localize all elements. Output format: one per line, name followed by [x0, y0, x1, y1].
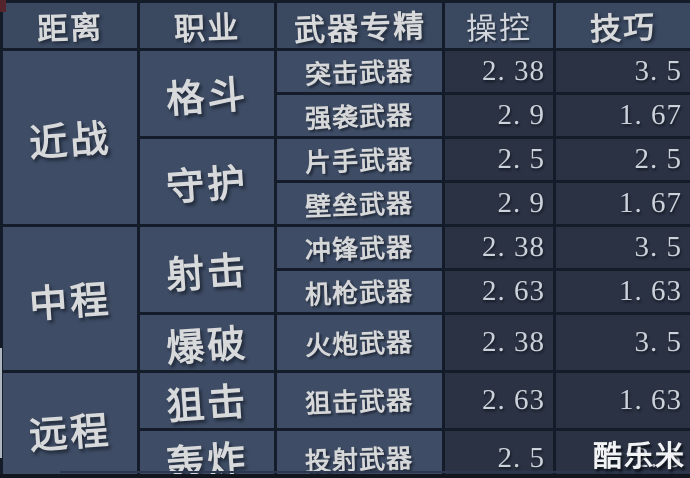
weapon-cell: 强袭武器: [274, 92, 445, 139]
distance-group-label: 远程: [27, 410, 113, 458]
skill-value-cell: 3. 5: [553, 312, 690, 373]
col-header-weapon-label: 武器专精: [293, 8, 427, 49]
control-value-cell: 2. 63: [442, 268, 556, 315]
corner-red-artifact: [0, 0, 6, 12]
skill-value-cell: 3. 5: [553, 48, 690, 95]
col-header-weapon: 武器专精: [274, 0, 445, 51]
control-value-cell: 2. 38: [442, 312, 556, 373]
class-group-snipe: 狙击: [137, 370, 277, 431]
weapon-cell: 投射武器: [274, 428, 445, 478]
class-group-label: 守护: [164, 162, 250, 210]
control-value-cell: 2. 5: [442, 136, 556, 183]
col-header-distance-label: 距离: [36, 9, 104, 48]
col-header-class-label: 职业: [173, 9, 241, 48]
left-edge-line-artifact: [0, 348, 2, 458]
weapon-label: 突击武器: [305, 56, 415, 90]
weapon-cell: 突击武器: [274, 48, 445, 95]
weapon-label: 强袭武器: [305, 100, 415, 134]
col-header-class: 职业: [137, 0, 277, 51]
class-group-bomb: 轰炸: [137, 428, 277, 478]
weapon-label: 片手武器: [305, 144, 415, 178]
table-row: 远程 狙击 狙击武器 2. 63 1. 63: [0, 370, 690, 478]
control-value-cell: 2. 63: [442, 370, 556, 431]
weapon-cell: 冲锋武器: [274, 224, 445, 271]
control-value-cell: 2. 9: [442, 180, 556, 227]
table-row: 爆破 火炮武器 2. 38 3. 5: [2, 312, 690, 373]
table-row: 机枪武器 2. 63 1. 63: [2, 268, 690, 315]
skill-value-cell: 2. 5: [553, 428, 690, 478]
site-watermark: 酷乐米: [592, 441, 686, 473]
class-group-blast: 爆破: [137, 312, 277, 373]
col-header-control-label: 操控: [465, 10, 533, 47]
skill-value-cell: 1. 63: [553, 268, 690, 315]
header-row: 距离 职业 武器专精 操控 技巧: [0, 0, 690, 51]
weapon-label: 机枪武器: [305, 276, 415, 310]
skill-value-cell: 1. 67: [553, 180, 690, 227]
table-row: 强袭武器 2. 9 1. 67: [2, 92, 690, 139]
skill-value-cell: 3. 5: [553, 224, 690, 271]
weapon-label: 冲锋武器: [305, 232, 415, 266]
distance-group-label: 中程: [27, 279, 113, 327]
class-group-label: 爆破: [164, 323, 250, 371]
col-header-control: 操控: [442, 0, 556, 51]
control-value-cell: 2. 38: [442, 48, 556, 95]
control-value-cell: 2. 5: [442, 428, 556, 478]
distance-group-label: 近战: [27, 118, 113, 166]
class-group-label: 格斗: [164, 74, 250, 122]
class-group-label: 射击: [164, 250, 250, 298]
table-row: 守护 片手武器 2. 5 2. 5: [2, 136, 690, 227]
weapon-label: 狙击武器: [305, 385, 415, 419]
col-header-skill-label: 技巧: [589, 9, 657, 48]
class-group-fight: 格斗: [137, 48, 277, 139]
weapon-cell: 火炮武器: [274, 312, 445, 373]
weapon-label: 火炮武器: [305, 327, 415, 361]
col-header-distance: 距离: [0, 0, 140, 51]
control-value-cell: 2. 9: [442, 92, 556, 139]
weapon-cell: 壁垒武器: [274, 180, 445, 227]
class-group-label: 狙击: [164, 381, 250, 429]
distance-group-mid: 中程: [0, 224, 140, 373]
bottom-divider-line: [60, 471, 690, 473]
table-row: 近战 格斗 突击武器 2. 38 3. 5: [0, 48, 690, 227]
skill-value-cell: 1. 63: [553, 370, 690, 431]
distance-group-melee: 近战: [0, 48, 140, 227]
skill-value-cell: 1. 67: [553, 92, 690, 139]
skill-value-cell: 2. 5: [553, 136, 690, 183]
control-value-cell: 2. 38: [442, 224, 556, 271]
bottom-edge-strip: [0, 474, 690, 478]
col-header-skill: 技巧: [553, 0, 690, 51]
weapon-cell: 狙击武器: [274, 370, 445, 431]
table-row: 轰炸 投射武器 2. 5 2. 5: [2, 428, 690, 478]
weapon-label: 壁垒武器: [305, 188, 415, 222]
class-group-shoot: 射击: [137, 224, 277, 315]
weapon-cell: 机枪武器: [274, 268, 445, 315]
table-row: 中程 射击 冲锋武器 2. 38 3. 5: [0, 224, 690, 373]
class-group-guard: 守护: [137, 136, 277, 227]
distance-group-long: 远程: [0, 370, 140, 478]
weapon-cell: 片手武器: [274, 136, 445, 183]
table-row: 壁垒武器 2. 9 1. 67: [2, 180, 690, 227]
